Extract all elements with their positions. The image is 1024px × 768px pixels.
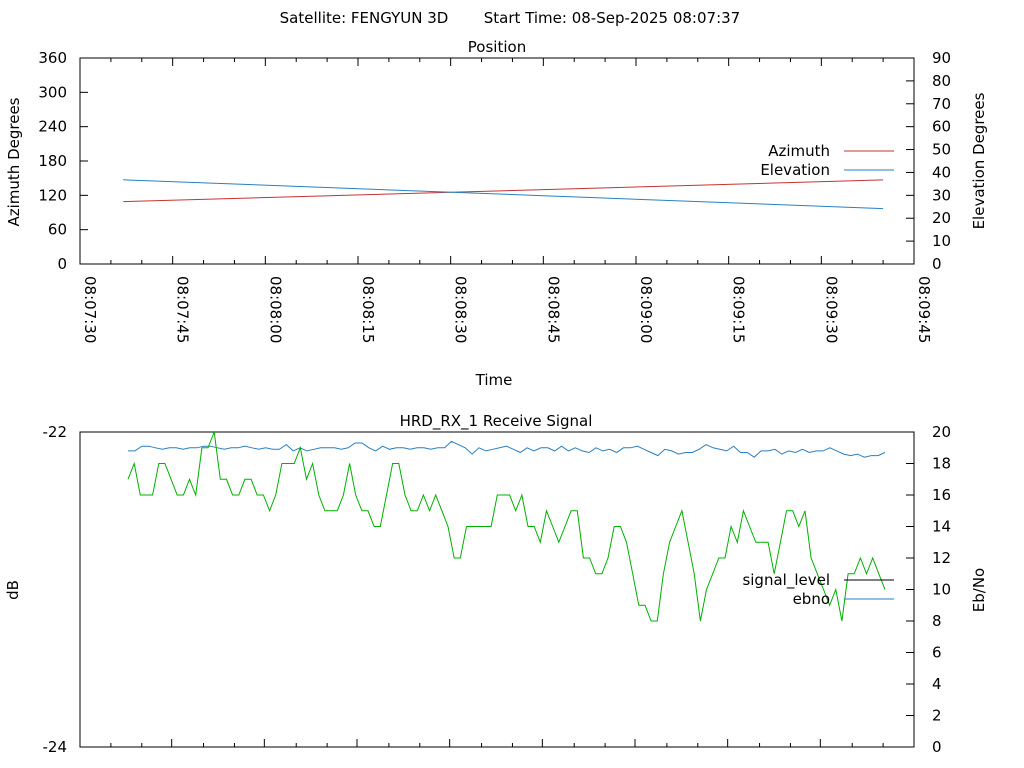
ebno-tick-label: 4 [932,675,942,693]
ebno-tick-label: 10 [932,581,951,599]
azimuth-tick-label: 60 [48,221,67,239]
start-time-label: Start Time: 08-Sep-2025 08:07:37 [484,9,740,27]
db-axis-label: dB [4,580,22,600]
ebno-line [128,440,886,458]
elevation-legend-label: Elevation [760,161,830,179]
ebno-legend-label: ebno [793,590,830,608]
receive-signal-title: HRD_RX_1 Receive Signal [400,412,593,431]
ebno-tick-label: 20 [932,423,951,441]
time-tick-label: 08:07:45 [174,276,192,343]
time-tick-label: 08:08:30 [452,276,470,343]
elevation-tick-label: 70 [932,95,951,113]
elevation-tick-label: 60 [932,118,951,136]
azimuth-line [123,179,884,203]
elevation-tick-label: 90 [932,49,951,67]
azimuth-tick-label: 360 [38,49,67,67]
azimuth-tick-label: 300 [38,83,67,101]
elevation-tick-label: 50 [932,141,951,159]
time-tick-label: 08:08:45 [544,276,562,343]
ebno-axis-label: Eb/No [970,568,988,612]
db-tick-label: -22 [43,423,68,441]
ebno-tick-label: 18 [932,455,951,473]
azimuth-legend-label: Azimuth [768,142,830,160]
position-title: Position [468,38,526,56]
elevation-tick-label: 0 [932,255,942,273]
time-tick-label: 08:07:30 [81,276,99,343]
time-axis-label: Time [475,371,513,389]
ebno-tick-label: 0 [932,738,942,756]
ebno-tick-label: 2 [932,707,942,725]
elevation-line [123,179,884,210]
ebno-tick-label: 8 [932,612,942,630]
ebno-tick-label: 6 [932,644,942,662]
elevation-tick-label: 40 [932,163,951,181]
db-tick-label: -24 [43,738,68,756]
time-tick-label: 08:09:45 [915,276,933,343]
elevation-tick-label: 10 [932,232,951,250]
time-tick-label: 08:08:15 [359,276,377,343]
elevation-tick-label: 20 [932,209,951,227]
azimuth-tick-label: 0 [57,255,67,273]
azimuth-tick-label: 120 [38,186,67,204]
time-tick-label: 08:09:00 [637,276,655,343]
time-tick-label: 08:09:30 [822,276,840,343]
ebno-tick-label: 14 [932,518,951,536]
elevation-axis-label: Elevation Degrees [970,92,988,229]
azimuth-tick-label: 180 [38,152,67,170]
signal_level-legend-label: signal_level [742,571,830,590]
elevation-tick-label: 80 [932,72,951,90]
azimuth-tick-label: 240 [38,118,67,136]
green_trace-line [127,431,886,622]
signal-plot-frame [79,431,915,748]
azimuth-axis-label: Azimuth Degrees [5,97,23,226]
elevation-tick-label: 30 [932,186,951,204]
satellite-label: Satellite: FENGYUN 3D [280,9,449,27]
time-tick-label: 08:08:00 [266,276,284,343]
ebno-tick-label: 12 [932,549,951,567]
time-tick-label: 08:09:15 [730,276,748,343]
ebno-tick-label: 16 [932,486,951,504]
